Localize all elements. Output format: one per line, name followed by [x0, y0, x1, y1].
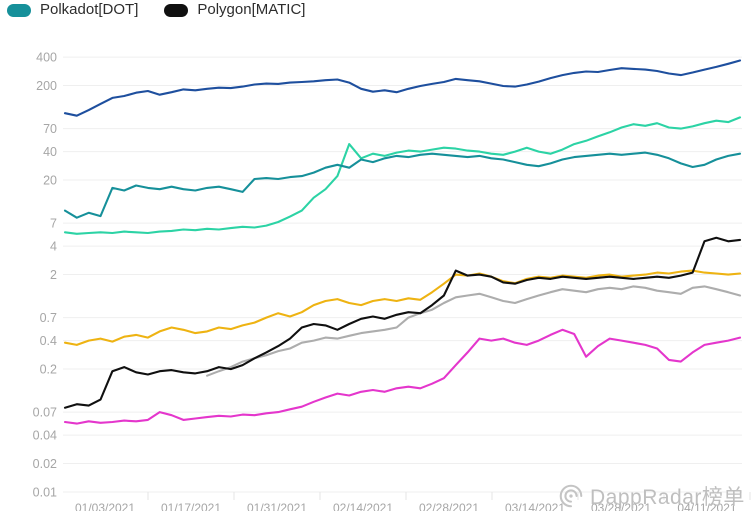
y-axis-tick-label: 0.2 [40, 363, 57, 377]
y-axis-tick-label: 0.04 [33, 429, 57, 443]
series-polkadot-dot-[interactable] [63, 151, 742, 219]
series-line[interactable] [63, 269, 742, 346]
series-line[interactable] [63, 236, 742, 409]
y-axis-tick-label: 0.02 [33, 457, 57, 471]
polygon-legend-label: Polygon[MATIC] [197, 1, 306, 18]
y-axis-tick-label: 70 [43, 122, 57, 136]
y-axis-tick-label: 0.4 [40, 334, 57, 348]
series-unlabeled-orange[interactable] [63, 269, 742, 346]
polkadot-legend-marker [7, 3, 31, 17]
x-axis-tick-label: 04/11/2021 [677, 501, 736, 511]
y-axis-tick-label: 4 [50, 240, 57, 254]
y-axis-tick-label: 0.7 [40, 311, 57, 325]
y-axis-tick-label: 2 [50, 268, 57, 282]
series-unlabeled-navy[interactable] [63, 59, 742, 117]
x-axis-tick-label: 02/14/2021 [333, 501, 393, 511]
series-line[interactable] [206, 285, 742, 377]
legend-item-polkadot-dot[interactable]: Polkadot[DOT] [7, 2, 138, 18]
y-axis-tick-label: 200 [36, 79, 57, 93]
series-line[interactable] [63, 151, 742, 219]
x-axis: 01/03/2021 01/17/2021 01/31/2021 02/14/2021… [75, 492, 751, 511]
x-axis-tick-label: 01/31/2021 [247, 501, 307, 511]
x-axis-tick-label: 02/28/2021 [419, 501, 479, 511]
y-axis-tick-label: 40 [43, 145, 57, 159]
series-line[interactable] [63, 59, 742, 117]
series-line[interactable] [63, 116, 742, 235]
y-axis-tick-label: 20 [43, 174, 57, 188]
legend-item-polygon-matic[interactable]: Polygon[MATIC] [164, 2, 305, 18]
y-axis-tick-label: 7 [50, 217, 57, 231]
y-axis-tick-label: 0.07 [33, 406, 57, 420]
series-unlabeled-mint-green[interactable] [63, 116, 742, 235]
x-axis-tick-label: 01/17/2021 [161, 501, 221, 511]
series-line[interactable] [63, 328, 742, 425]
x-axis-tick-label: 03/14/2021 [505, 501, 565, 511]
gridlines [63, 56, 742, 493]
y-axis-tick-label: 0.01 [33, 486, 57, 500]
x-axis-tick-label: 01/03/2021 [75, 501, 135, 511]
polygon-legend-marker [164, 3, 189, 17]
series-unlabeled-magenta[interactable] [63, 328, 742, 425]
series-unlabeled-gray[interactable] [206, 285, 742, 377]
chart-legend: Polkadot[DOT] Polygon[MATIC] [7, 1, 305, 19]
y-axis-tick-label: 400 [36, 51, 57, 65]
x-axis-tick-label: 03/28/2021 [591, 501, 651, 511]
series-polygon-matic-[interactable] [63, 236, 742, 409]
polkadot-legend-label: Polkadot[DOT] [40, 1, 139, 18]
y-axis-tick-labels: 400 200 70 40 20 7 4 2 0.7 0.4 0.2 0.07 0.04 0.02 0.01 [33, 51, 57, 500]
